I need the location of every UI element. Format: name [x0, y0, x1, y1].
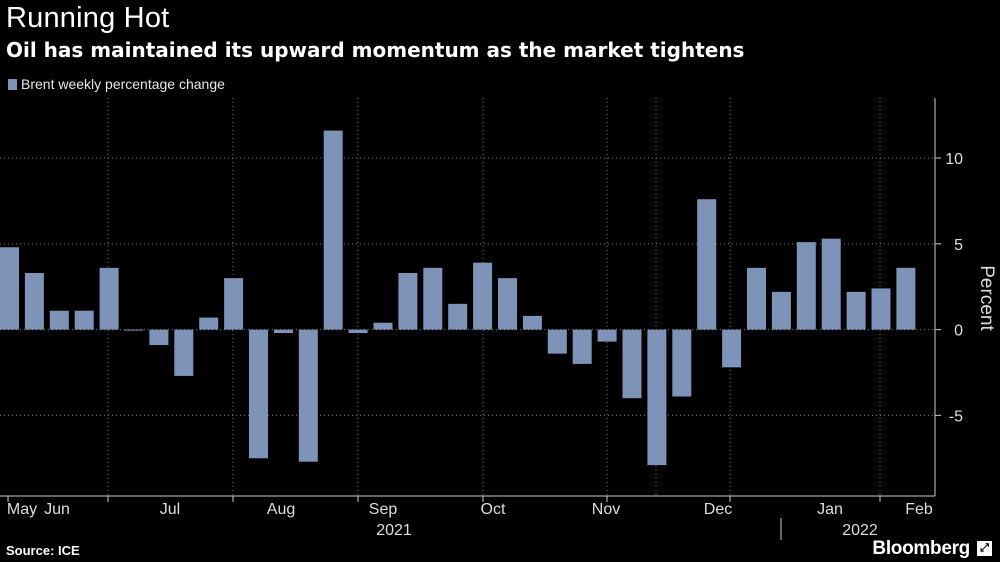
bar	[174, 329, 194, 376]
bar	[423, 267, 443, 330]
bar	[473, 262, 493, 330]
chart-title: Running Hot	[6, 2, 170, 34]
bar	[249, 329, 268, 459]
year-label: 2022	[842, 522, 878, 539]
bar	[124, 329, 144, 331]
bar	[273, 329, 293, 334]
bar	[522, 315, 542, 330]
bar	[373, 322, 393, 330]
bar	[498, 278, 517, 330]
x-tick-label: Feb	[905, 501, 933, 518]
bar	[49, 310, 69, 330]
y-tick-label: 0	[954, 323, 963, 340]
bar	[622, 329, 642, 399]
bar	[771, 291, 791, 330]
y-tick-label: 5	[954, 237, 963, 254]
x-tick-label: Dec	[704, 501, 732, 518]
bar	[323, 130, 343, 330]
year-label: 2021	[376, 522, 412, 539]
bar	[199, 317, 219, 330]
bar	[747, 267, 766, 330]
bar	[722, 329, 742, 368]
bar	[846, 291, 866, 330]
bar	[298, 329, 318, 462]
bar	[24, 272, 44, 330]
bar	[697, 199, 717, 330]
bar	[448, 303, 468, 330]
bar	[597, 329, 617, 342]
bar	[647, 329, 667, 466]
bar	[224, 278, 244, 330]
bloomberg-logo: Bloomberg	[872, 538, 970, 559]
y-tick-label: 10	[945, 151, 963, 168]
bar	[74, 310, 94, 330]
x-tick-label: Aug	[267, 501, 295, 518]
x-tick-label: Jul	[160, 501, 180, 518]
bar	[398, 272, 418, 330]
x-tick-label: Oct	[481, 501, 506, 518]
x-tick-label: Jun	[44, 501, 70, 518]
y-axis-title: Percent	[976, 265, 997, 331]
bar	[572, 329, 592, 364]
legend-swatch	[8, 78, 17, 90]
bar	[547, 329, 567, 354]
x-tick-label: Sep	[369, 501, 398, 518]
bar	[348, 329, 368, 334]
x-tick-label: Jan	[817, 501, 843, 518]
x-tick-label: Nov	[592, 501, 620, 518]
legend-label: Brent weekly percentage change	[21, 76, 225, 92]
legend: Brent weekly percentage change	[8, 76, 225, 92]
bar	[871, 288, 891, 330]
bar	[149, 329, 169, 346]
bar	[896, 267, 916, 330]
source-note: Source: ICE	[6, 543, 80, 558]
expand-icon[interactable]: ⤢	[977, 541, 992, 556]
chart-subtitle: Oil has maintained its upward momentum a…	[6, 38, 745, 62]
bar	[821, 238, 841, 330]
y-tick-label: -5	[949, 408, 963, 425]
bar	[796, 242, 816, 330]
bar	[0, 247, 19, 330]
bar	[99, 267, 119, 330]
bar	[672, 329, 692, 397]
x-tick-label: May	[7, 501, 37, 518]
